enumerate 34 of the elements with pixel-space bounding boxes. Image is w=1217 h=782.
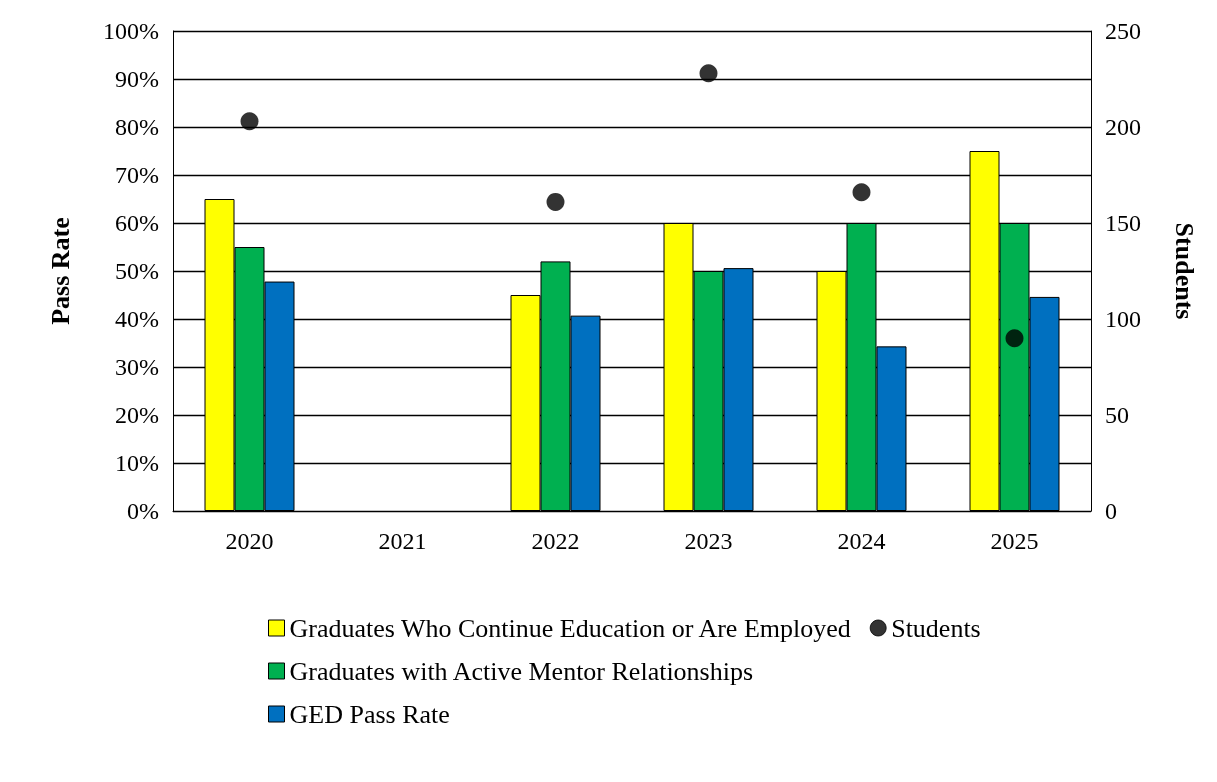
y2-axis-title: Students	[1169, 222, 1199, 320]
y-tick-label: 90%	[115, 66, 159, 92]
x-tick-label: 2020	[225, 528, 274, 554]
x-tick-label: 2022	[531, 528, 580, 554]
y-tick-label: 40%	[115, 306, 159, 332]
y2-tick-label: 100	[1105, 306, 1141, 332]
legend-label: Graduates with Active Mentor Relationships	[289, 656, 754, 686]
y-tick-label: 80%	[115, 114, 159, 140]
y-tick-label: 0%	[127, 498, 159, 524]
point	[852, 183, 871, 202]
y2-tick-label: 50	[1105, 402, 1129, 428]
y2-tick-label: 0	[1105, 498, 1117, 524]
y2-tick-label: 200	[1105, 114, 1141, 140]
y-tick-label: 10%	[115, 450, 159, 476]
y-axis-title: Pass Rate	[45, 217, 75, 325]
y2-tick-label: 250	[1105, 18, 1141, 44]
y-tick-label: 70%	[115, 162, 159, 188]
x-tick-label: 2021	[378, 528, 427, 554]
y-tick-label: 20%	[115, 402, 159, 428]
y-tick-label: 30%	[115, 354, 159, 380]
legend-label: Graduates Who Continue Education or Are Employed	[289, 613, 851, 643]
point	[546, 192, 565, 211]
legend-label: GED Pass Rate	[289, 699, 450, 729]
point	[699, 64, 718, 83]
point	[1005, 329, 1024, 348]
legend-label: Students	[891, 613, 981, 643]
y2-tick-label: 150	[1105, 210, 1141, 236]
y-tick-label: 60%	[115, 210, 159, 236]
y-tick-label: 50%	[115, 258, 159, 284]
point	[240, 112, 259, 131]
x-tick-label: 2023	[684, 528, 733, 554]
y-tick-label: 100%	[103, 18, 159, 44]
x-tick-label: 2024	[837, 528, 886, 554]
x-tick-label: 2025	[990, 528, 1039, 554]
